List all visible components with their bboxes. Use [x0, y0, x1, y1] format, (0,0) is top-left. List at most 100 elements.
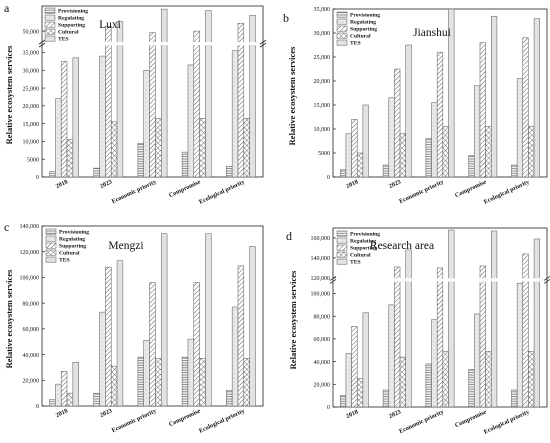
x-tick-label: Ecological priority: [483, 408, 531, 436]
bar-regulating-3: [431, 319, 438, 408]
legend-label: Cultural: [58, 30, 79, 36]
axis-break-mark: [38, 39, 46, 45]
bar-regulating-4: [187, 338, 195, 407]
legend-swatch: [44, 28, 56, 35]
bar-provisioning-3: [137, 142, 144, 178]
legend-label: Supporting: [59, 244, 86, 250]
y-tick-label: 30,000: [314, 31, 331, 37]
bar-cultural-3: [442, 126, 449, 178]
axis-break-gap: [333, 278, 547, 282]
y-tick-label: 80,000: [23, 301, 40, 307]
y-tick-label: 20,000: [23, 104, 40, 110]
legend-label: Provisioning: [58, 9, 88, 15]
bar-provisioning-5: [511, 389, 518, 408]
panel-title: Mengzi: [108, 240, 143, 252]
bar-cultural-1: [356, 378, 364, 408]
bar-provisioning-5: [226, 166, 233, 178]
bar-regulating-2: [99, 311, 106, 407]
bar-supporting-1: [60, 61, 68, 178]
legend-swatch: [336, 25, 348, 32]
bar-cultural-3: [442, 351, 449, 408]
legend-swatch: [336, 258, 348, 265]
bar-tes-5: [249, 15, 256, 178]
bar-provisioning-1: [49, 399, 56, 407]
bar-cultural-4: [199, 358, 206, 407]
bar-provisioning-2: [93, 167, 100, 178]
legend-swatch: [44, 14, 56, 21]
bar-tes-3: [448, 229, 455, 408]
bar-supporting-5: [522, 37, 529, 178]
legend-swatch: [336, 230, 348, 237]
y-tick-label: 60,000: [314, 337, 331, 343]
bar-provisioning-4: [468, 155, 475, 178]
bar-tes-2: [405, 249, 412, 408]
y-axis-label: Relative ecosystem services: [287, 46, 297, 145]
y-tick-label: 10,000: [314, 127, 331, 133]
x-tick-label: 2018: [345, 408, 359, 420]
y-axis-label: Relative ecosystem services: [4, 45, 14, 144]
bar-supporting-5: [237, 22, 245, 178]
bar-provisioning-1: [340, 169, 347, 178]
panel-research-area: d Relative ecosystem services 0 20,000 40,00…: [286, 227, 550, 436]
legend-swatch: [44, 7, 56, 14]
y-axis-label: Relative ecosystem services: [4, 269, 14, 368]
bar-regulating-2: [388, 304, 395, 408]
legend-swatch: [44, 21, 56, 28]
bar-supporting-4: [193, 30, 200, 178]
bar-supporting-4: [479, 265, 486, 408]
bar-tes-5: [249, 246, 256, 407]
bar-cultural-4: [199, 118, 206, 178]
x-tick-label: 2018: [55, 178, 69, 190]
y-tick-label: 5000: [27, 157, 39, 163]
y-tick-label: 0: [327, 405, 330, 411]
bar-cultural-1: [66, 392, 74, 407]
panel-letter: a: [4, 1, 10, 15]
y-tick-label: 25,000: [23, 86, 40, 92]
bar-cultural-5: [528, 126, 535, 178]
x-tick-label: 2023: [99, 178, 113, 190]
bar-provisioning-2: [93, 392, 100, 407]
legend-label: Regulating: [59, 237, 85, 243]
bar-regulating-4: [474, 313, 481, 408]
legend-swatch: [44, 35, 56, 42]
bar-supporting-5: [237, 265, 245, 407]
panel-letter: c: [4, 220, 9, 234]
legend-swatch: [336, 251, 348, 258]
axis-break-mark: [329, 276, 337, 281]
bar-regulating-3: [143, 70, 150, 178]
bar-tes-5: [533, 238, 540, 408]
panel-luxi: a Relative ecosystem services 0 5000 10,000 1…: [4, 1, 267, 206]
legend-swatch: [336, 11, 348, 18]
legend-label: Regulating: [58, 16, 84, 22]
bar-regulating-2: [99, 55, 106, 178]
legend-label: Supporting: [350, 246, 377, 252]
bar-tes-3: [448, 8, 455, 178]
bar-provisioning-3: [137, 356, 144, 407]
y-tick-label: 5000: [318, 151, 330, 157]
bar-tes-2: [405, 44, 412, 178]
y-tick-label: 100,000: [20, 276, 40, 282]
panel-title: Research area: [370, 240, 434, 252]
legend-swatch: [45, 249, 57, 256]
bar-regulating-1: [55, 383, 62, 407]
legend-swatch: [336, 39, 348, 46]
legend-label: Provisioning: [350, 13, 380, 19]
y-tick-label: 120,000: [311, 276, 331, 282]
bar-regulating-3: [143, 340, 150, 407]
x-tick-label: Compromise: [454, 408, 488, 429]
bar-supporting-1: [351, 326, 358, 408]
bar-provisioning-2: [382, 389, 389, 408]
panel-title: Jianshui: [413, 27, 451, 39]
bar-cultural-2: [399, 133, 406, 178]
legend-label: TES: [350, 260, 361, 266]
x-tick-label: Economic priority: [111, 407, 159, 434]
bar-regulating-2: [388, 97, 395, 178]
bar-tes-4: [205, 10, 212, 178]
bar-cultural-3: [155, 118, 162, 178]
y-tick-label: 15,000: [314, 103, 331, 109]
bar-regulating-4: [187, 64, 195, 178]
legend-swatch: [45, 235, 57, 242]
panel-letter: d: [286, 229, 292, 243]
bar-tes-1: [72, 362, 79, 407]
bar-supporting-3: [436, 267, 444, 408]
